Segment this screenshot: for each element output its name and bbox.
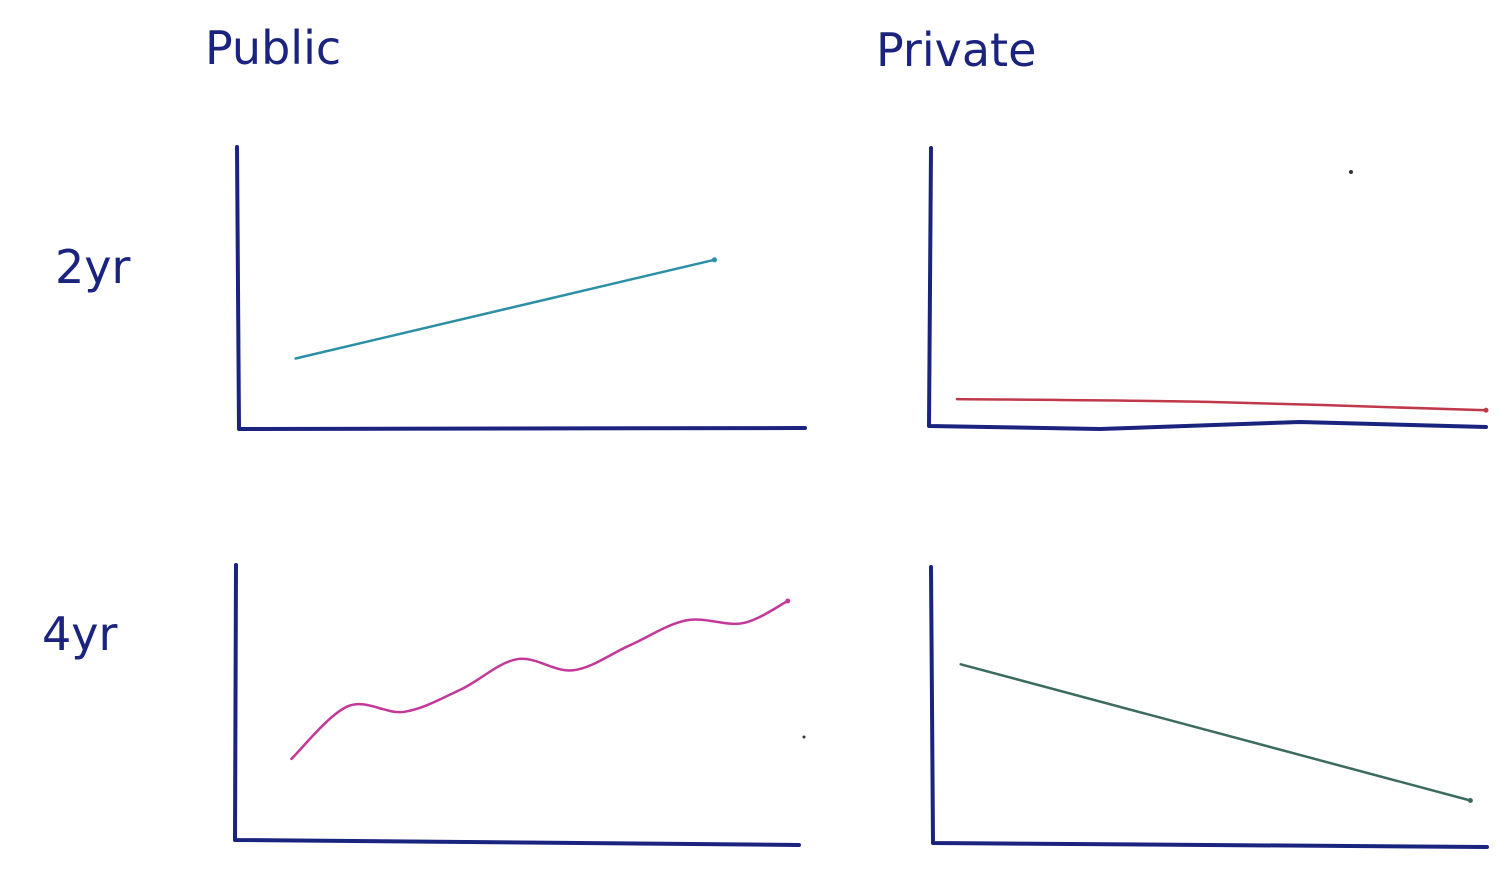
- line-public-2yr: [294, 258, 716, 360]
- row-header-2yr: 2yr: [55, 240, 130, 294]
- data-point: [711, 257, 717, 263]
- column-header-private: Private: [876, 23, 1036, 77]
- axes-public-4yr: [233, 563, 801, 847]
- line-public-4yr: [290, 599, 789, 761]
- axes-public-2yr: [235, 145, 807, 431]
- chart-public-4yr: [233, 563, 801, 847]
- axes-private-2yr: [927, 146, 1488, 431]
- row-header-4yr: 4yr: [42, 607, 117, 661]
- marker-speck: [802, 735, 806, 739]
- data-point: [1483, 407, 1489, 413]
- line-private-4yr: [959, 663, 1472, 802]
- chart-private-2yr: [927, 146, 1489, 431]
- axes-private-4yr: [929, 565, 1489, 849]
- column-header-public: Public: [205, 21, 341, 75]
- chart-private-4yr: [929, 565, 1489, 849]
- marker-speck: [1349, 170, 1353, 174]
- line-private-2yr: [955, 397, 1488, 412]
- data-point: [1467, 798, 1473, 804]
- data-point: [785, 598, 791, 604]
- chart-public-2yr: [235, 145, 807, 431]
